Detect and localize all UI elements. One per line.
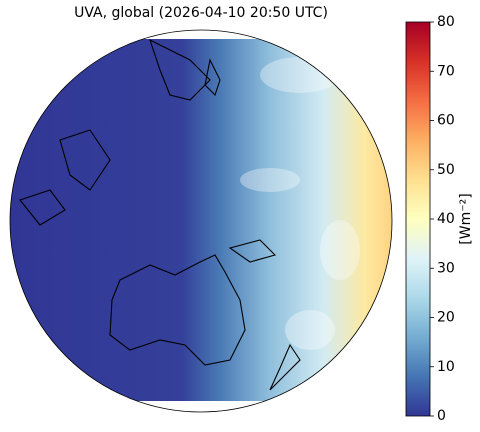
colorbar-tick-label: 50 — [437, 162, 455, 178]
colorbar-tick-label: 10 — [437, 359, 455, 375]
globe — [10, 30, 392, 412]
colorbar-ramp — [405, 21, 431, 417]
colorbar-tick-label: 60 — [437, 113, 455, 129]
colorbar: 0 10 20 30 40 50 60 70 80 — [405, 14, 455, 424]
colorbar-tick-label: 70 — [437, 63, 455, 79]
globe-outline — [9, 29, 393, 413]
coastlines — [19, 38, 301, 391]
map-title: UVA, global (2026-04-10 20:50 UTC) — [74, 5, 328, 21]
colorbar-tick-label: 80 — [437, 14, 455, 30]
colorbar-tick-label: 0 — [437, 408, 446, 424]
uva-field — [10, 30, 392, 412]
no-data-bottom — [10, 401, 392, 412]
colorbar-tick-label: 40 — [437, 211, 455, 227]
colorbar-tick-label: 30 — [437, 260, 455, 276]
colorbar-tick-label: 20 — [437, 310, 455, 326]
colorbar-label: [Wm⁻²] — [458, 193, 474, 244]
no-data-top — [10, 30, 392, 39]
